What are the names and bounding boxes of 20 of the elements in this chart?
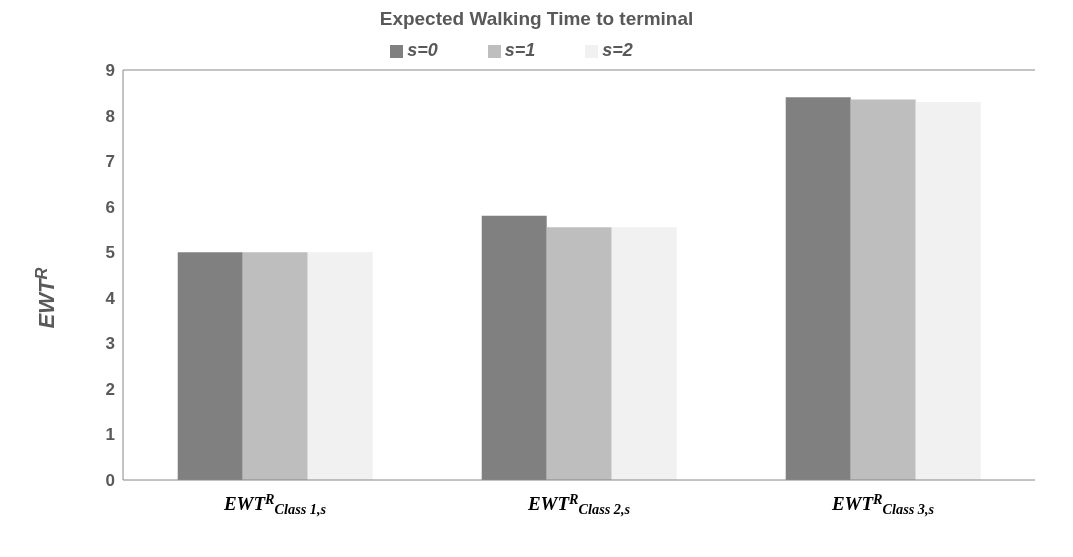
- y-tick-label: 0: [105, 471, 115, 491]
- y-tick-label: 7: [105, 152, 115, 172]
- bar: [307, 252, 373, 480]
- bar: [546, 227, 612, 480]
- y-tick-label: 3: [105, 334, 115, 354]
- y-tick-label: 9: [105, 61, 115, 81]
- y-tick-label: 5: [105, 243, 115, 263]
- legend-label: s=2: [602, 40, 633, 60]
- chart-title: Expected Walking Time to terminal: [378, 8, 695, 30]
- bar: [242, 252, 308, 480]
- bar: [915, 101, 981, 480]
- y-tick-label: 8: [105, 106, 115, 126]
- y-tick-label: 2: [105, 379, 115, 399]
- y-tick-label: 6: [105, 197, 115, 217]
- bar: [611, 227, 677, 480]
- y-tick-label: 1: [105, 425, 115, 445]
- legend-label: s=0: [407, 40, 438, 60]
- legend-label: s=1: [504, 40, 536, 60]
- bar: [850, 99, 916, 480]
- y-tick-label: 4: [105, 288, 116, 308]
